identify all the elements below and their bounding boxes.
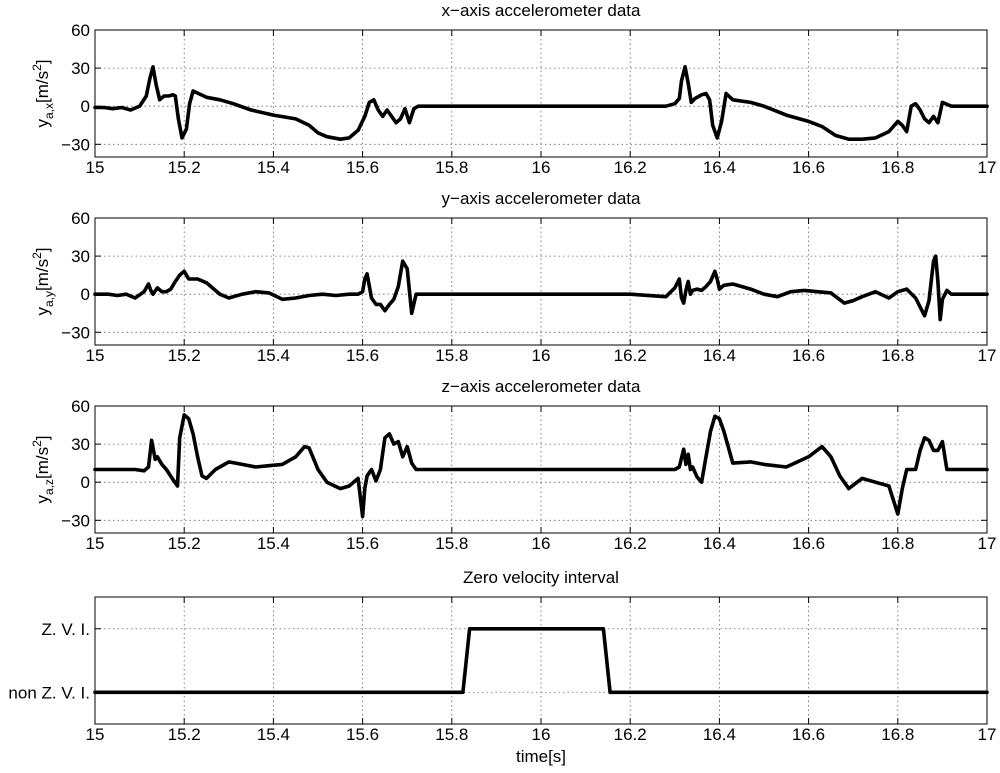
- series-line-1: [93, 413, 989, 519]
- x-tick-label: 15: [86, 346, 105, 365]
- chart-panel-4: 15 15.2 15.4 15.6 15.8 16 16.2 16.4 16.6 16.8 17 no…: [8, 568, 996, 766]
- y-tick-label: 0: [81, 285, 90, 304]
- x-tick-label: 16.2: [614, 534, 647, 553]
- y-axis-label-exponent: 2: [30, 440, 44, 447]
- y-tick-label: 0: [81, 97, 90, 116]
- y-axis-label-subscript: a,x: [42, 103, 56, 119]
- y-axis-label: ya,x[m/s2]: [30, 59, 56, 127]
- x-tick-label: 16.6: [792, 534, 825, 553]
- x-tick-label: 16.4: [703, 158, 736, 177]
- y-axis-label: ya,z[m/s2]: [30, 435, 56, 503]
- y-axis-label: ya,y[m/s2]: [30, 247, 56, 315]
- y-tick-label: 30: [71, 59, 90, 78]
- y-axis-label-close: ]: [33, 247, 52, 252]
- x-tick-label: 15.8: [435, 725, 468, 744]
- x-tick-label: 16.8: [881, 158, 914, 177]
- y-tick-label: 60: [71, 21, 90, 40]
- x-tick-label: 16.8: [881, 534, 914, 553]
- x-tick-label: 16.6: [792, 346, 825, 365]
- y-axis-label-unit: [m/s: [33, 447, 52, 479]
- y-axis-label-unit: [m/s: [33, 259, 52, 291]
- x-tick-label: 16.4: [703, 725, 736, 744]
- x-tick-label: 17: [978, 346, 997, 365]
- chart-panel-3: 15 15.2 15.4 15.6 15.8 16 16.2 16.4 16.6 16.8 17 −3…: [30, 377, 996, 553]
- x-tick-label: 15.8: [435, 534, 468, 553]
- y-tick-label: −30: [61, 323, 90, 342]
- x-tick-label: 17: [978, 158, 997, 177]
- x-tick-label: 15.2: [168, 346, 201, 365]
- x-tick-label: 15.6: [346, 158, 379, 177]
- y-axis-label-exponent: 2: [30, 252, 44, 259]
- y-axis-label-exponent: 2: [30, 64, 44, 71]
- y-axis-label-subscript: a,y: [42, 291, 56, 307]
- y-axis-label-close: ]: [33, 435, 52, 440]
- x-tick-label: 16: [532, 346, 551, 365]
- y-axis-label-main: y: [33, 495, 52, 504]
- series-line-1: [93, 626, 989, 695]
- series-line-1: [93, 65, 989, 141]
- y-axis-label-unit: [m/s: [33, 71, 52, 103]
- x-tick-label: 15.4: [257, 534, 290, 553]
- chart-title: z−axis accelerometer data: [442, 377, 641, 396]
- y-tick-label: −30: [61, 135, 90, 154]
- x-tick-label: 16.2: [614, 158, 647, 177]
- x-tick-label: 16.6: [792, 158, 825, 177]
- x-tick-label: 15.4: [257, 725, 290, 744]
- x-tick-label: 15.8: [435, 346, 468, 365]
- y-axis-label-main: y: [33, 119, 52, 128]
- x-tick-label: 15: [86, 534, 105, 553]
- x-tick-label: 15.4: [257, 158, 290, 177]
- chart-title: Zero velocity interval: [463, 568, 619, 587]
- chart-panel-1: 15 15.2 15.4 15.6 15.8 16 16.2 16.4 16.6 16.8 17 −3…: [30, 1, 996, 177]
- y-tick-label: non Z. V. I.: [8, 683, 90, 702]
- y-tick-label: 60: [71, 397, 90, 416]
- y-axis-label-close: ]: [33, 59, 52, 64]
- x-tick-label: 15.2: [168, 725, 201, 744]
- chart-panel-2: 15 15.2 15.4 15.6 15.8 16 16.2 16.4 16.6 16.8 17 −3…: [30, 189, 996, 365]
- y-tick-label: 30: [71, 435, 90, 454]
- y-tick-label: 30: [71, 247, 90, 266]
- y-tick-label: 0: [81, 473, 90, 492]
- x-tick-label: 15: [86, 158, 105, 177]
- x-tick-label: 15.6: [346, 725, 379, 744]
- x-tick-label: 15.4: [257, 346, 290, 365]
- x-tick-label: 16: [532, 725, 551, 744]
- x-tick-label: 17: [978, 725, 997, 744]
- x-tick-label: 16.6: [792, 725, 825, 744]
- x-tick-label: 16: [532, 534, 551, 553]
- x-tick-label: 15.6: [346, 346, 379, 365]
- y-axis-label-main: y: [33, 307, 52, 316]
- x-tick-label: 16.2: [614, 725, 647, 744]
- chart-title: x−axis accelerometer data: [442, 1, 641, 20]
- x-tick-label: 16.4: [703, 534, 736, 553]
- chart-title: y−axis accelerometer data: [442, 189, 641, 208]
- x-tick-label: 15.2: [168, 534, 201, 553]
- x-tick-label: 15.8: [435, 158, 468, 177]
- x-tick-label: 16.2: [614, 346, 647, 365]
- x-tick-label: 15.2: [168, 158, 201, 177]
- y-axis-label-subscript: a,z: [42, 479, 56, 495]
- x-tick-label: 15.6: [346, 534, 379, 553]
- y-tick-label: 60: [71, 209, 90, 228]
- x-tick-label: 15: [86, 725, 105, 744]
- y-tick-label: Z. V. I.: [41, 620, 90, 639]
- series-line-1: [93, 254, 989, 322]
- x-tick-label: 16.8: [881, 346, 914, 365]
- x-tick-label: 16.8: [881, 725, 914, 744]
- x-tick-label: 16: [532, 158, 551, 177]
- y-tick-label: −30: [61, 511, 90, 530]
- x-tick-label: 17: [978, 534, 997, 553]
- x-tick-label: 16.4: [703, 346, 736, 365]
- x-axis-label: time[s]: [516, 747, 566, 766]
